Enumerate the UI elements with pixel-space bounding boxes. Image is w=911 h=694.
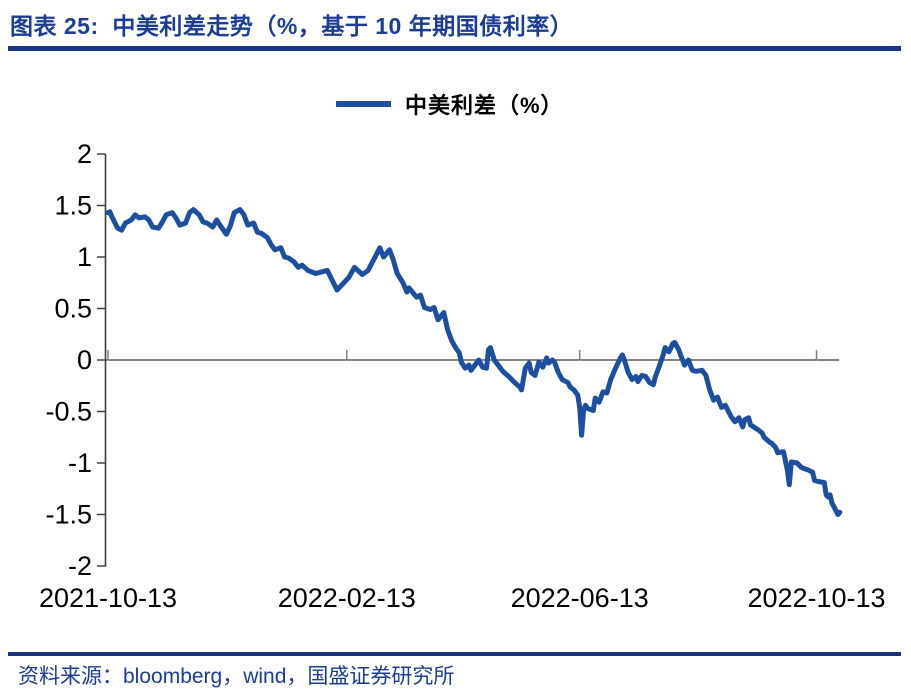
- source-note: 资料来源：bloomberg，wind，国盛证券研究所: [18, 665, 455, 688]
- x-tick-label: 2021-10-13: [39, 583, 177, 613]
- x-tick-label: 2022-06-13: [511, 583, 649, 613]
- y-tick-label: -1.5: [45, 500, 92, 530]
- y-tick-label: 1.5: [54, 191, 92, 221]
- y-tick-label: 2: [77, 139, 92, 169]
- x-tick-label: 2022-10-13: [747, 583, 885, 613]
- x-tick-label: 2022-02-13: [278, 583, 416, 613]
- spread-line-series: [105, 207, 843, 517]
- y-tick-label: 0: [77, 345, 92, 375]
- y-tick-label: 0.5: [54, 294, 92, 324]
- y-tick-label: -2: [68, 551, 92, 581]
- footer-divider: [8, 652, 901, 656]
- figure-title: 图表 25: 中美利差走势（%，基于 10 年期国债利率）: [10, 13, 574, 39]
- legend-line-swatch: [336, 101, 391, 107]
- legend-label: 中美利差（%）: [405, 93, 564, 118]
- y-tick-label: 1: [77, 242, 92, 272]
- y-tick-label: -1: [68, 448, 92, 478]
- chart-legend: 中美利差（%）: [336, 88, 564, 120]
- y-tick-label: -0.5: [45, 397, 92, 427]
- title-divider: [8, 46, 901, 51]
